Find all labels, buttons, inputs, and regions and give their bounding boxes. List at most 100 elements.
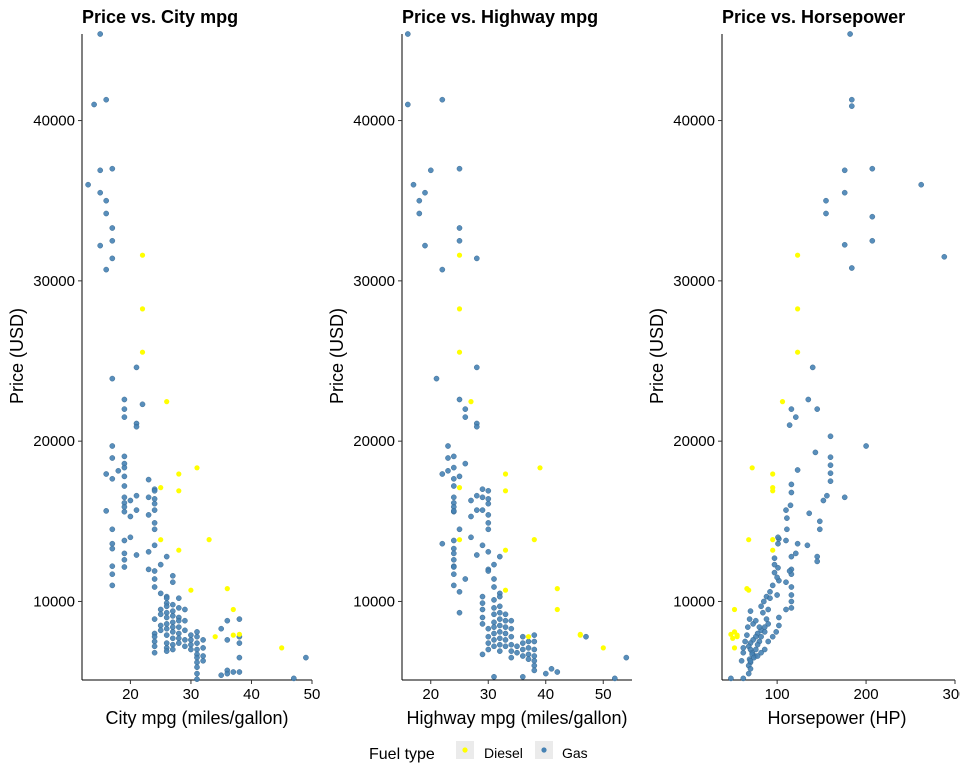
- data-point: [175, 635, 182, 642]
- panel-highway-mpg: Price vs. Highway mpg 10000 20000 30000 400…: [327, 7, 632, 728]
- data-point: [783, 579, 789, 586]
- data-point: [473, 364, 480, 371]
- data-point: [121, 564, 128, 570]
- data-point: [456, 225, 463, 231]
- data-point: [485, 625, 492, 632]
- data-point: [188, 587, 194, 593]
- data-point: [404, 31, 411, 37]
- data-point: [109, 545, 116, 552]
- data-point: [236, 616, 243, 622]
- data-point: [200, 645, 206, 651]
- data-point: [169, 573, 176, 579]
- data-point: [200, 658, 206, 664]
- data-point: [121, 508, 128, 515]
- data-point: [182, 627, 188, 634]
- legend-label-diesel: Diesel: [484, 745, 523, 761]
- x-tick-label: 40: [243, 686, 260, 703]
- data-point: [775, 540, 781, 547]
- data-point: [109, 526, 116, 533]
- data-point: [182, 617, 188, 624]
- data-point: [473, 507, 480, 513]
- data-point: [758, 649, 764, 656]
- series-gas: [85, 31, 309, 683]
- data-point: [508, 641, 515, 648]
- data-point: [841, 189, 848, 196]
- data-point: [502, 611, 509, 618]
- data-point: [869, 165, 876, 172]
- data-point: [473, 423, 480, 430]
- data-point: [742, 638, 748, 645]
- data-point: [169, 629, 176, 635]
- data-point: [188, 632, 194, 638]
- data-point: [770, 471, 776, 477]
- data-point: [109, 165, 116, 172]
- data-point: [151, 496, 158, 502]
- data-point: [765, 606, 772, 613]
- panel-city-mpg: Price vs. City mpg 10000 20000 30000 40000 2…: [7, 7, 320, 728]
- data-point: [109, 563, 116, 570]
- data-point: [109, 225, 116, 231]
- data-point: [730, 635, 736, 641]
- data-point: [416, 210, 423, 217]
- data-point: [151, 487, 158, 494]
- data-point: [416, 197, 423, 204]
- data-point: [761, 629, 768, 635]
- data-point: [525, 651, 532, 658]
- data-point: [779, 399, 786, 405]
- data-point: [163, 640, 170, 646]
- data-point: [770, 537, 776, 543]
- data-point: [496, 609, 503, 616]
- data-point: [577, 631, 583, 637]
- data-point: [787, 502, 794, 509]
- data-point: [433, 375, 440, 382]
- data-point: [491, 630, 497, 637]
- data-point: [531, 662, 538, 669]
- data-point: [450, 453, 457, 460]
- data-point: [450, 545, 457, 552]
- data-point: [236, 631, 242, 637]
- data-point: [103, 96, 109, 103]
- data-point: [439, 266, 446, 273]
- data-point: [496, 629, 503, 635]
- panel-3-xlabel: Horsepower (HP): [767, 708, 906, 728]
- data-point: [121, 504, 128, 510]
- data-point: [788, 584, 795, 590]
- data-point: [175, 624, 182, 630]
- data-point: [823, 210, 829, 217]
- data-point: [744, 586, 750, 592]
- data-point: [456, 349, 463, 355]
- data-point: [827, 470, 834, 477]
- data-point: [496, 635, 503, 642]
- data-point: [769, 633, 776, 640]
- data-point: [224, 637, 231, 643]
- data-point: [176, 547, 182, 553]
- data-point: [508, 648, 515, 654]
- data-point: [479, 486, 486, 493]
- data-point: [485, 568, 492, 574]
- data-point: [410, 181, 417, 188]
- data-point: [151, 526, 158, 533]
- data-point: [473, 552, 480, 558]
- data-point: [450, 537, 457, 544]
- data-point: [784, 515, 790, 521]
- data-point: [450, 494, 457, 501]
- data-point: [175, 630, 182, 637]
- data-point: [109, 582, 116, 589]
- data-point: [491, 561, 497, 568]
- data-point: [479, 593, 486, 600]
- data-point: [456, 237, 463, 244]
- data-point: [182, 643, 188, 650]
- x-tick-label: 40: [537, 686, 554, 703]
- x-tick-label: 20: [122, 686, 139, 703]
- y-tick-label: 30000: [33, 273, 75, 290]
- data-point: [194, 659, 200, 666]
- data-point: [462, 460, 469, 467]
- data-point: [109, 571, 116, 578]
- data-point: [783, 606, 789, 613]
- data-point: [863, 443, 869, 449]
- data-point: [473, 255, 480, 262]
- data-point: [491, 576, 497, 582]
- data-point: [817, 526, 823, 533]
- data-point: [767, 595, 773, 602]
- data-point: [788, 406, 795, 412]
